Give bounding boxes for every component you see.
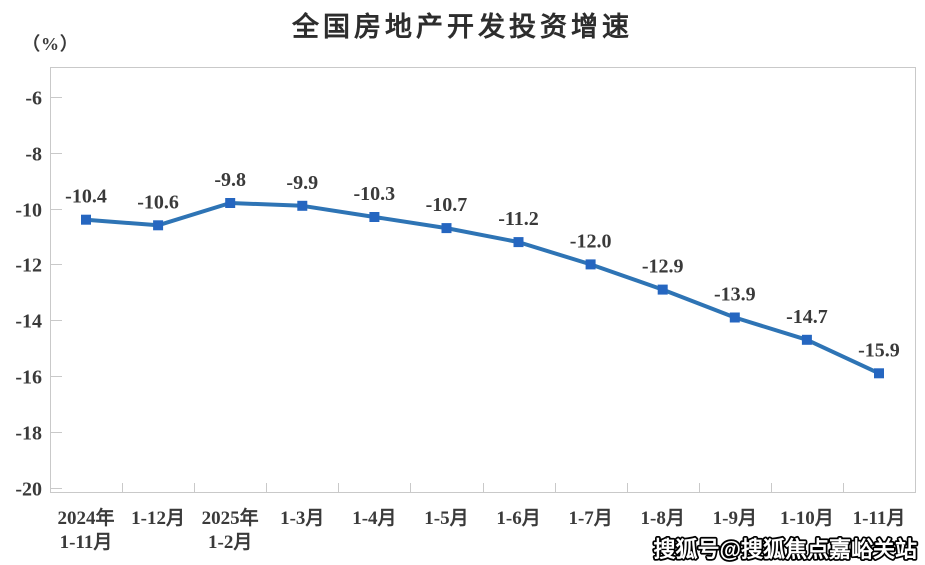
x-category-label: 1-5月: [424, 508, 468, 529]
data-point-marker: [369, 212, 380, 222]
y-axis-tick-label: -8: [25, 144, 42, 166]
y-axis-tick-label: -10: [15, 200, 42, 222]
data-point-marker: [441, 223, 452, 234]
data-point-label: -10.4: [65, 186, 107, 208]
data-point-label: -13.9: [714, 284, 756, 306]
data-point-label: -9.9: [286, 172, 318, 194]
data-point-label: -11.2: [498, 208, 539, 230]
x-category-label: 1-4月: [352, 508, 396, 529]
chart-title: 全国房地产开发投资增速: [292, 12, 633, 42]
data-point-label: -14.7: [786, 306, 828, 328]
y-axis-tick-label: -6: [25, 88, 42, 110]
data-point-marker: [81, 214, 91, 225]
data-point-marker: [585, 259, 596, 270]
data-point-label: -9.8: [214, 169, 246, 191]
data-point-marker: [657, 284, 668, 295]
y-axis-tick-label: -18: [15, 423, 42, 445]
data-point-marker: [513, 237, 524, 248]
x-category-label: 1-3月: [280, 508, 324, 529]
y-axis-tick-label: -16: [15, 367, 42, 389]
data-point-marker: [225, 198, 236, 208]
y-axis-unit-label: （%）: [22, 34, 79, 54]
data-line: [84, 201, 881, 376]
data-point-marker: [153, 220, 164, 231]
data-point-label: -10.7: [426, 194, 468, 216]
y-axis-tick-label: -20: [15, 479, 42, 501]
data-point-label: -10.3: [354, 183, 396, 205]
x-category-label: 2025年 1-2月: [202, 506, 259, 553]
watermark-text: 搜狐号@搜狐焦点嘉峪关站: [654, 537, 917, 562]
watermark: 搜狐号@搜狐焦点嘉峪关站: [652, 535, 919, 564]
x-category-label: 2024年 1-11月: [57, 506, 114, 553]
x-category-label: 1-11月: [853, 508, 906, 529]
y-axis-tick-label: -14: [15, 311, 42, 333]
x-category-label: 1-7月: [568, 508, 612, 529]
x-category-label: 1-10月: [780, 508, 834, 529]
x-category-label: 1-6月: [496, 508, 540, 529]
x-category-label: 1-9月: [713, 508, 757, 529]
data-point-label: -15.9: [858, 339, 900, 361]
data-point-label: -12.9: [642, 256, 684, 278]
plot-border: [50, 67, 916, 493]
y-axis-tick-label: -12: [15, 255, 42, 277]
x-category-label: 1-8月: [641, 508, 685, 529]
data-point-label: -10.6: [137, 191, 179, 213]
data-point-marker: [874, 368, 884, 379]
x-category-label: 1-12月: [131, 508, 185, 529]
data-point-marker: [729, 312, 740, 323]
data-point-marker: [297, 200, 308, 211]
data-point-marker: [801, 334, 812, 345]
data-point-label: -12.0: [570, 230, 612, 252]
